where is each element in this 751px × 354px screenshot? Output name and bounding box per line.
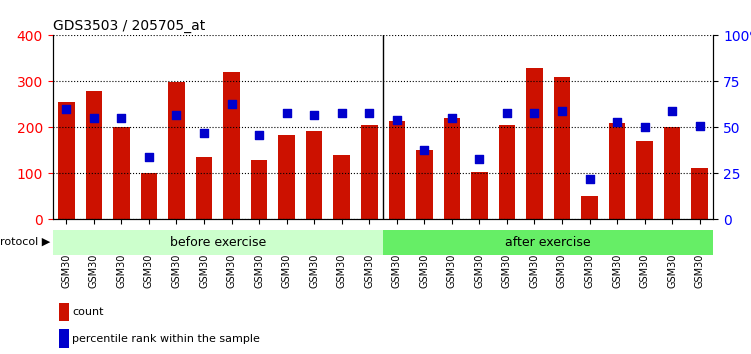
Bar: [223, 72, 240, 219]
Text: after exercise: after exercise: [505, 236, 591, 249]
Text: GDS3503 / 205705_at: GDS3503 / 205705_at: [53, 19, 205, 33]
Bar: [471, 172, 487, 219]
Bar: [59, 329, 69, 348]
Point: [336, 110, 348, 115]
Bar: [581, 196, 598, 219]
Bar: [113, 127, 130, 219]
Point: [666, 108, 678, 114]
Point: [638, 125, 650, 130]
Point: [60, 106, 72, 112]
Point: [281, 110, 293, 115]
Point: [694, 123, 706, 129]
Bar: [609, 123, 626, 219]
Bar: [553, 77, 570, 219]
Point: [116, 115, 128, 121]
Point: [253, 132, 265, 138]
Bar: [526, 68, 543, 219]
Point: [391, 117, 403, 123]
Point: [88, 115, 100, 121]
Bar: [86, 91, 102, 219]
Bar: [196, 157, 213, 219]
Point: [446, 115, 458, 121]
Bar: [361, 125, 378, 219]
Text: protocol ▶: protocol ▶: [0, 238, 50, 247]
Point: [225, 101, 237, 106]
Bar: [140, 172, 157, 219]
Point: [198, 130, 210, 136]
Bar: [58, 102, 74, 219]
Text: percentile rank within the sample: percentile rank within the sample: [72, 334, 261, 344]
Point: [584, 176, 596, 182]
Point: [529, 110, 541, 115]
Point: [363, 110, 376, 115]
Point: [501, 110, 513, 115]
Bar: [251, 160, 267, 219]
Bar: [692, 168, 708, 219]
Bar: [388, 120, 405, 219]
Bar: [664, 127, 680, 219]
Bar: [333, 155, 350, 219]
Point: [473, 156, 485, 161]
Bar: [416, 150, 433, 219]
Bar: [306, 131, 322, 219]
Point: [556, 108, 568, 114]
Bar: [59, 303, 69, 321]
Text: before exercise: before exercise: [170, 236, 266, 249]
Point: [418, 147, 430, 152]
Bar: [444, 118, 460, 219]
FancyBboxPatch shape: [53, 230, 383, 255]
Text: count: count: [72, 307, 104, 317]
Bar: [636, 141, 653, 219]
Point: [611, 119, 623, 125]
Point: [170, 112, 182, 118]
FancyBboxPatch shape: [383, 230, 713, 255]
Point: [308, 112, 320, 118]
Bar: [499, 125, 515, 219]
Bar: [168, 82, 185, 219]
Point: [143, 154, 155, 160]
Bar: [279, 135, 295, 219]
